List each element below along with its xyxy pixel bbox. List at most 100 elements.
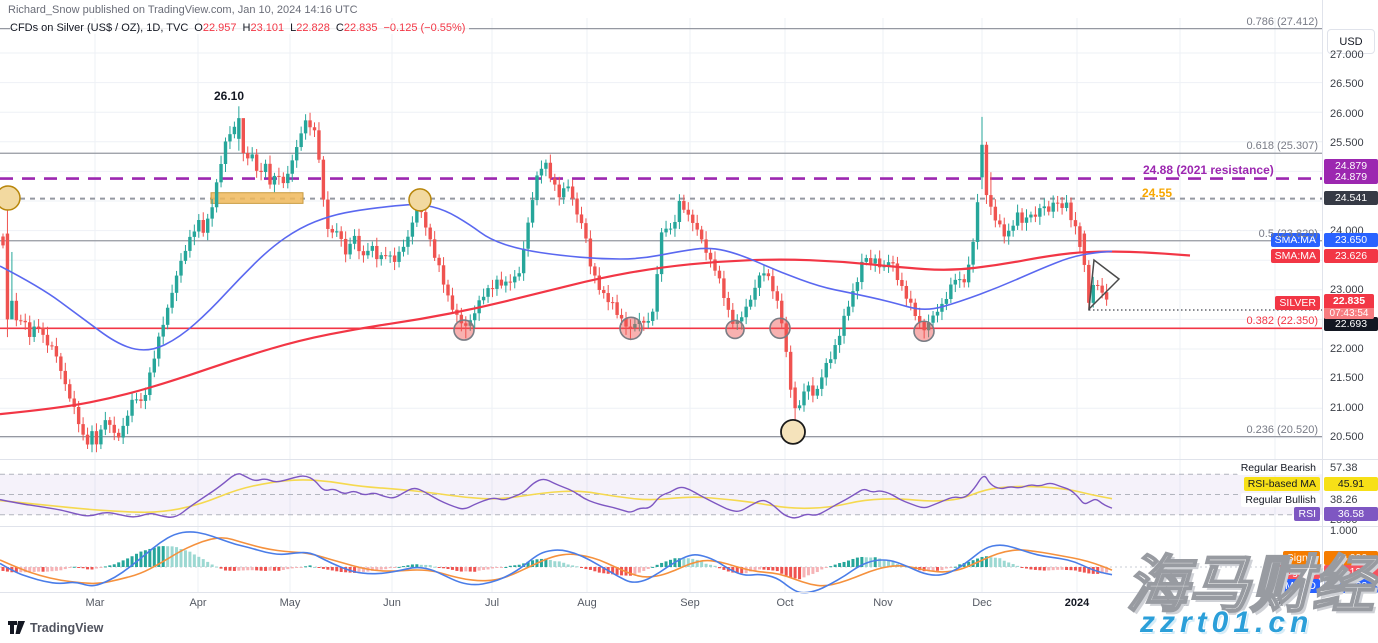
candle-body [206, 218, 210, 233]
macd-bar [762, 567, 766, 570]
candle-body [1051, 202, 1055, 212]
macd-bar [370, 567, 374, 571]
candle-body [321, 159, 326, 200]
series-tag-histogram[interactable]: Histogram [1264, 565, 1320, 579]
candle-body [1060, 203, 1064, 208]
macd-bar [749, 567, 753, 572]
candle-body [726, 297, 731, 310]
macd-bar [326, 567, 330, 570]
candle-body [1020, 212, 1024, 223]
macd-bar [931, 567, 935, 571]
axis-badge: 22.693 [1324, 317, 1378, 331]
currency-toggle-button[interactable]: USD [1327, 29, 1375, 54]
marker-circle-pink[interactable] [913, 320, 935, 343]
macd-bar [593, 567, 597, 572]
candle-body [886, 262, 891, 266]
symbol-legend[interactable]: CFDs on Silver (US$ / OZ), 1D, TVC O22.95… [10, 22, 470, 34]
macd-bar [513, 565, 517, 567]
macd-bar [468, 567, 472, 572]
fib-label-fib-0.5: 0.5 (23.829) [1258, 228, 1318, 240]
macd-bar [32, 567, 36, 572]
marker-circle-pink[interactable] [453, 319, 475, 341]
macd-bar [250, 567, 254, 571]
candle-body [615, 302, 619, 315]
marker-circle-yellow[interactable] [0, 185, 21, 211]
pane-divider-macd[interactable] [0, 526, 1378, 527]
month-label: Dec [972, 597, 992, 609]
candle-body [112, 424, 116, 433]
macd-bar [651, 566, 655, 568]
macd-bar [446, 567, 450, 570]
macd-bar [321, 567, 325, 569]
marker-circle-yellow[interactable] [408, 188, 432, 212]
candle-body [85, 434, 90, 445]
candle-body [437, 257, 441, 266]
candle-body [486, 288, 490, 297]
macd-bar [339, 567, 343, 572]
series-tag-signal[interactable]: Signal [1282, 551, 1320, 565]
macd-bar [317, 567, 321, 568]
axis-tick: 21.500 [1330, 372, 1364, 384]
symbol-title[interactable]: CFDs on Silver (US$ / OZ), 1D, TVC [10, 22, 189, 34]
axis-badge: −0.132 [1324, 565, 1378, 579]
sma-fast-line[interactable] [0, 203, 1113, 351]
month-label: Jul [484, 597, 500, 609]
marker-circle-pink[interactable] [725, 319, 745, 340]
macd-bar [41, 567, 45, 572]
macd-bar [491, 567, 494, 569]
candle-body [708, 252, 713, 260]
pane-divider-rsi[interactable] [0, 459, 1378, 460]
macd-bar [873, 557, 877, 567]
tradingview-logo[interactable]: TradingView [8, 620, 103, 635]
candle-body [54, 346, 59, 357]
series-tag-regular-bearish[interactable]: Regular Bearish [1236, 461, 1320, 475]
marker-circle-yellow-dark[interactable] [780, 418, 806, 445]
supply-zone[interactable] [210, 192, 304, 204]
marker-circle-pink[interactable] [619, 316, 643, 341]
sma-slow-line[interactable] [0, 250, 1191, 416]
macd-bar [709, 564, 713, 567]
candle-body [953, 279, 957, 285]
candle-body [179, 260, 183, 276]
macd-bar [820, 567, 824, 570]
series-tag-regular-bullish[interactable]: Regular Bullish [1241, 493, 1320, 507]
series-tag-sma-ma[interactable]: SMA:MA [1270, 233, 1320, 247]
level-label: 24.55 [1142, 186, 1173, 200]
macd-bar [784, 567, 788, 576]
candle-body [263, 163, 268, 173]
macd-bar [704, 563, 708, 567]
macd-bar [108, 565, 112, 567]
series-tag-rsi[interactable]: RSI [1294, 507, 1320, 521]
candle-body [379, 255, 383, 260]
series-tag-silver[interactable]: SILVER [1275, 296, 1320, 310]
macd-bar [780, 567, 784, 574]
macd-bar [1078, 567, 1082, 572]
candle-body [1100, 285, 1104, 293]
ohlc-value: 23.101 [250, 22, 285, 34]
macd-bar [642, 567, 646, 571]
candle-body [290, 160, 294, 174]
candle-body [1064, 202, 1069, 208]
candle-body [637, 320, 642, 325]
candle-body [1091, 284, 1095, 303]
axis-tick: 20.500 [1330, 431, 1364, 443]
macd-bar [161, 546, 165, 567]
macd-bar [384, 567, 388, 570]
series-tag-macd[interactable]: MACD [1281, 579, 1320, 593]
macd-bar [793, 567, 797, 579]
marker-circle-pink[interactable] [769, 317, 791, 340]
macd-bar [1096, 567, 1100, 574]
candle-body [771, 276, 775, 292]
candle-body [575, 198, 579, 215]
candle-body [1073, 220, 1078, 227]
macd-bar [1060, 567, 1064, 570]
pennant-drawing[interactable] [1088, 258, 1121, 312]
series-tag-sma-ma[interactable]: SMA:MA [1270, 249, 1320, 263]
macd-bar [410, 564, 414, 567]
series-tag-rsi-based-ma[interactable]: RSI-based MA [1243, 477, 1320, 491]
candle-body [722, 278, 726, 298]
macd-bar [433, 566, 437, 568]
candle-body [232, 126, 237, 135]
